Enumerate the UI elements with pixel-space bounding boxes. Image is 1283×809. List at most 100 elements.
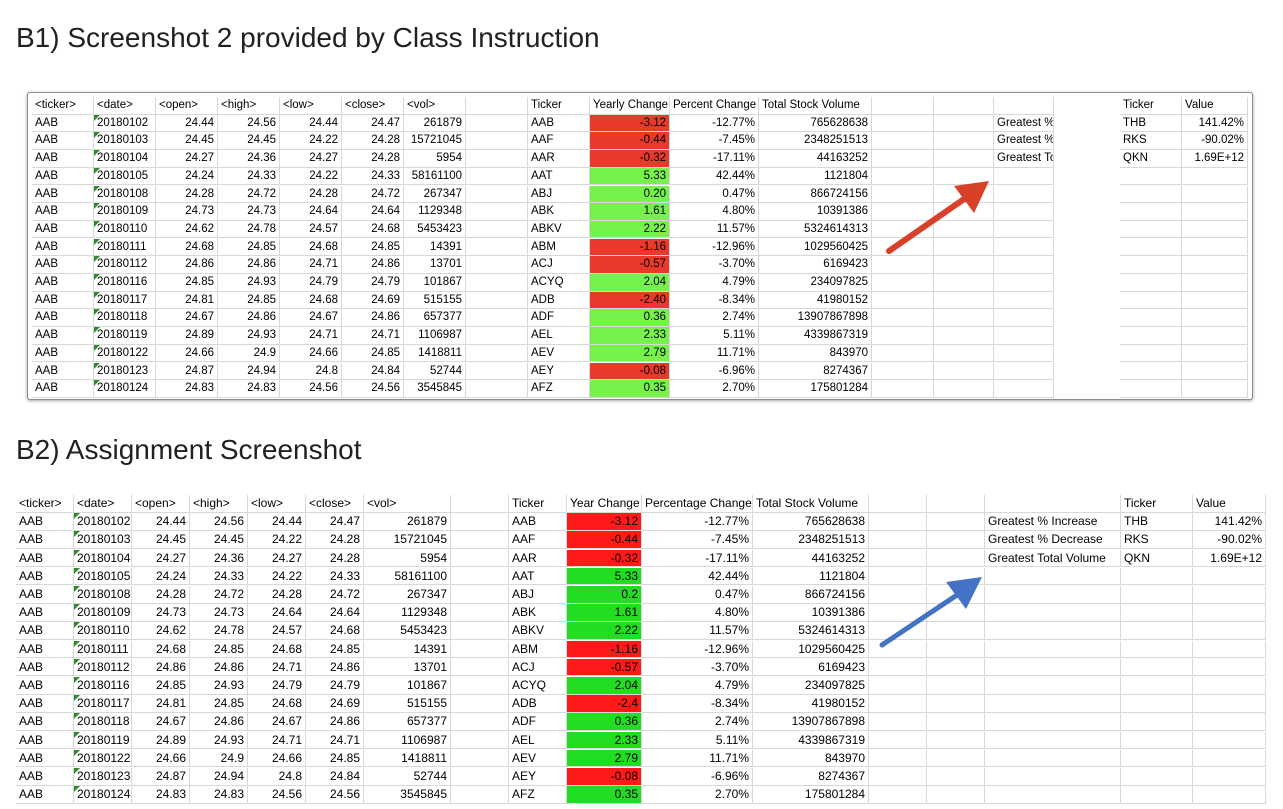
column-header: <low> bbox=[280, 97, 342, 115]
table-cell: 5324614313 bbox=[759, 220, 872, 239]
empty-cell bbox=[872, 167, 934, 186]
empty-cell bbox=[1121, 731, 1193, 750]
table-cell: 20180109 bbox=[74, 604, 132, 622]
table-cell: 267347 bbox=[364, 586, 451, 604]
empty-cell bbox=[1182, 256, 1248, 274]
table-cell: -7.45% bbox=[642, 531, 753, 549]
empty-cell bbox=[1120, 274, 1182, 292]
table-cell: 42.44% bbox=[670, 167, 759, 186]
table-cell: AAB bbox=[32, 203, 94, 221]
table-cell: 11.57% bbox=[642, 622, 753, 640]
spreadsheet-b1: <ticker> <date> <open> <high> <low> <close> <v… bbox=[27, 92, 1253, 400]
table-cell: 24.27 bbox=[156, 150, 218, 168]
table-cell: 24.69 bbox=[306, 695, 364, 713]
table-cell: 24.28 bbox=[248, 586, 306, 604]
empty-cell bbox=[934, 327, 994, 345]
table-cell: 10391386 bbox=[759, 203, 872, 221]
table-cell: AAB bbox=[32, 220, 94, 239]
change-cell: 0.36 bbox=[590, 309, 670, 327]
table-cell: 24.73 bbox=[132, 604, 190, 622]
table-cell: AAB bbox=[32, 274, 94, 292]
table-cell: 24.83 bbox=[132, 786, 190, 804]
table-cell: 13701 bbox=[404, 256, 466, 274]
table-cell: 24.72 bbox=[342, 185, 404, 204]
table-cell: ADB bbox=[528, 291, 590, 310]
table-cell: AAB bbox=[32, 309, 94, 327]
empty-cell bbox=[869, 622, 927, 640]
empty-cell bbox=[1193, 567, 1266, 586]
table-cell: 20180105 bbox=[94, 167, 156, 186]
table-cell: 2.70% bbox=[642, 786, 753, 804]
table-cell: 5453423 bbox=[404, 220, 466, 239]
table-cell: 20180116 bbox=[94, 274, 156, 292]
table-cell: AAB bbox=[16, 622, 74, 640]
change-cell: -2.40 bbox=[590, 291, 670, 310]
empty-cell bbox=[994, 344, 1054, 363]
table-cell: 24.94 bbox=[218, 362, 280, 381]
empty-cell bbox=[869, 786, 927, 804]
table-cell: -12.96% bbox=[642, 640, 753, 659]
change-cell: 2.79 bbox=[567, 749, 642, 768]
empty-cell bbox=[985, 677, 1121, 695]
table-cell: 24.56 bbox=[218, 114, 280, 133]
table-cell: 20180122 bbox=[74, 749, 132, 768]
table-cell: 24.8 bbox=[248, 768, 306, 786]
empty-cell bbox=[927, 786, 985, 804]
table-cell: 5453423 bbox=[364, 622, 451, 640]
table-cell: 24.73 bbox=[218, 203, 280, 221]
table-cell: AEL bbox=[509, 731, 567, 750]
table-cell: -12.77% bbox=[642, 513, 753, 531]
change-cell: 0.35 bbox=[590, 380, 670, 398]
change-cell: -3.12 bbox=[567, 513, 642, 531]
table-cell: AAB bbox=[16, 567, 74, 586]
empty-cell bbox=[872, 185, 934, 204]
empty-cell bbox=[869, 640, 927, 659]
change-cell: -0.32 bbox=[590, 150, 670, 168]
empty-cell bbox=[869, 749, 927, 768]
table-cell: AEV bbox=[528, 344, 590, 363]
table-cell: 24.86 bbox=[218, 256, 280, 274]
table-cell: 58161100 bbox=[364, 567, 451, 586]
table-cell: 4339867319 bbox=[759, 327, 872, 345]
column-header: <date> bbox=[94, 97, 156, 115]
empty-cell bbox=[927, 513, 985, 531]
table-cell: AEV bbox=[509, 749, 567, 768]
empty-cell bbox=[451, 549, 509, 568]
empty-cell bbox=[934, 274, 994, 292]
table-cell: 24.86 bbox=[306, 658, 364, 677]
table-cell: 24.68 bbox=[280, 291, 342, 310]
empty-cell bbox=[466, 132, 528, 150]
table-cell: 24.85 bbox=[342, 238, 404, 257]
table-cell: 24.44 bbox=[132, 513, 190, 531]
table-cell: 24.22 bbox=[280, 167, 342, 186]
table-cell: AAB bbox=[32, 185, 94, 204]
table-cell: 24.71 bbox=[248, 731, 306, 750]
empty-cell bbox=[872, 274, 934, 292]
table-cell: RKS bbox=[1121, 531, 1193, 549]
table-cell: AAB bbox=[16, 731, 74, 750]
table-cell: 24.86 bbox=[218, 309, 280, 327]
table-cell: 866724156 bbox=[753, 586, 869, 604]
empty-cell bbox=[927, 586, 985, 604]
empty-cell bbox=[869, 677, 927, 695]
table-cell: 1121804 bbox=[753, 567, 869, 586]
empty-cell bbox=[994, 327, 1054, 345]
table-cell: 11.57% bbox=[670, 220, 759, 239]
empty-cell bbox=[466, 327, 528, 345]
empty-cell bbox=[927, 677, 985, 695]
empty-cell bbox=[934, 203, 994, 221]
empty-cell bbox=[927, 749, 985, 768]
table-cell: 24.71 bbox=[306, 731, 364, 750]
empty-cell bbox=[451, 695, 509, 713]
table-cell: 24.72 bbox=[306, 586, 364, 604]
empty-cell bbox=[934, 132, 994, 150]
empty-cell bbox=[994, 362, 1054, 381]
empty-cell bbox=[927, 495, 985, 513]
table-cell: 141.42% bbox=[1182, 114, 1248, 133]
empty-cell bbox=[985, 713, 1121, 731]
table-cell: 141.42% bbox=[1193, 513, 1266, 531]
table-cell: ABM bbox=[528, 238, 590, 257]
table-cell: Greatest % Increase bbox=[985, 513, 1121, 531]
table-cell: 20180112 bbox=[94, 256, 156, 274]
table-cell: ACYQ bbox=[528, 274, 590, 292]
